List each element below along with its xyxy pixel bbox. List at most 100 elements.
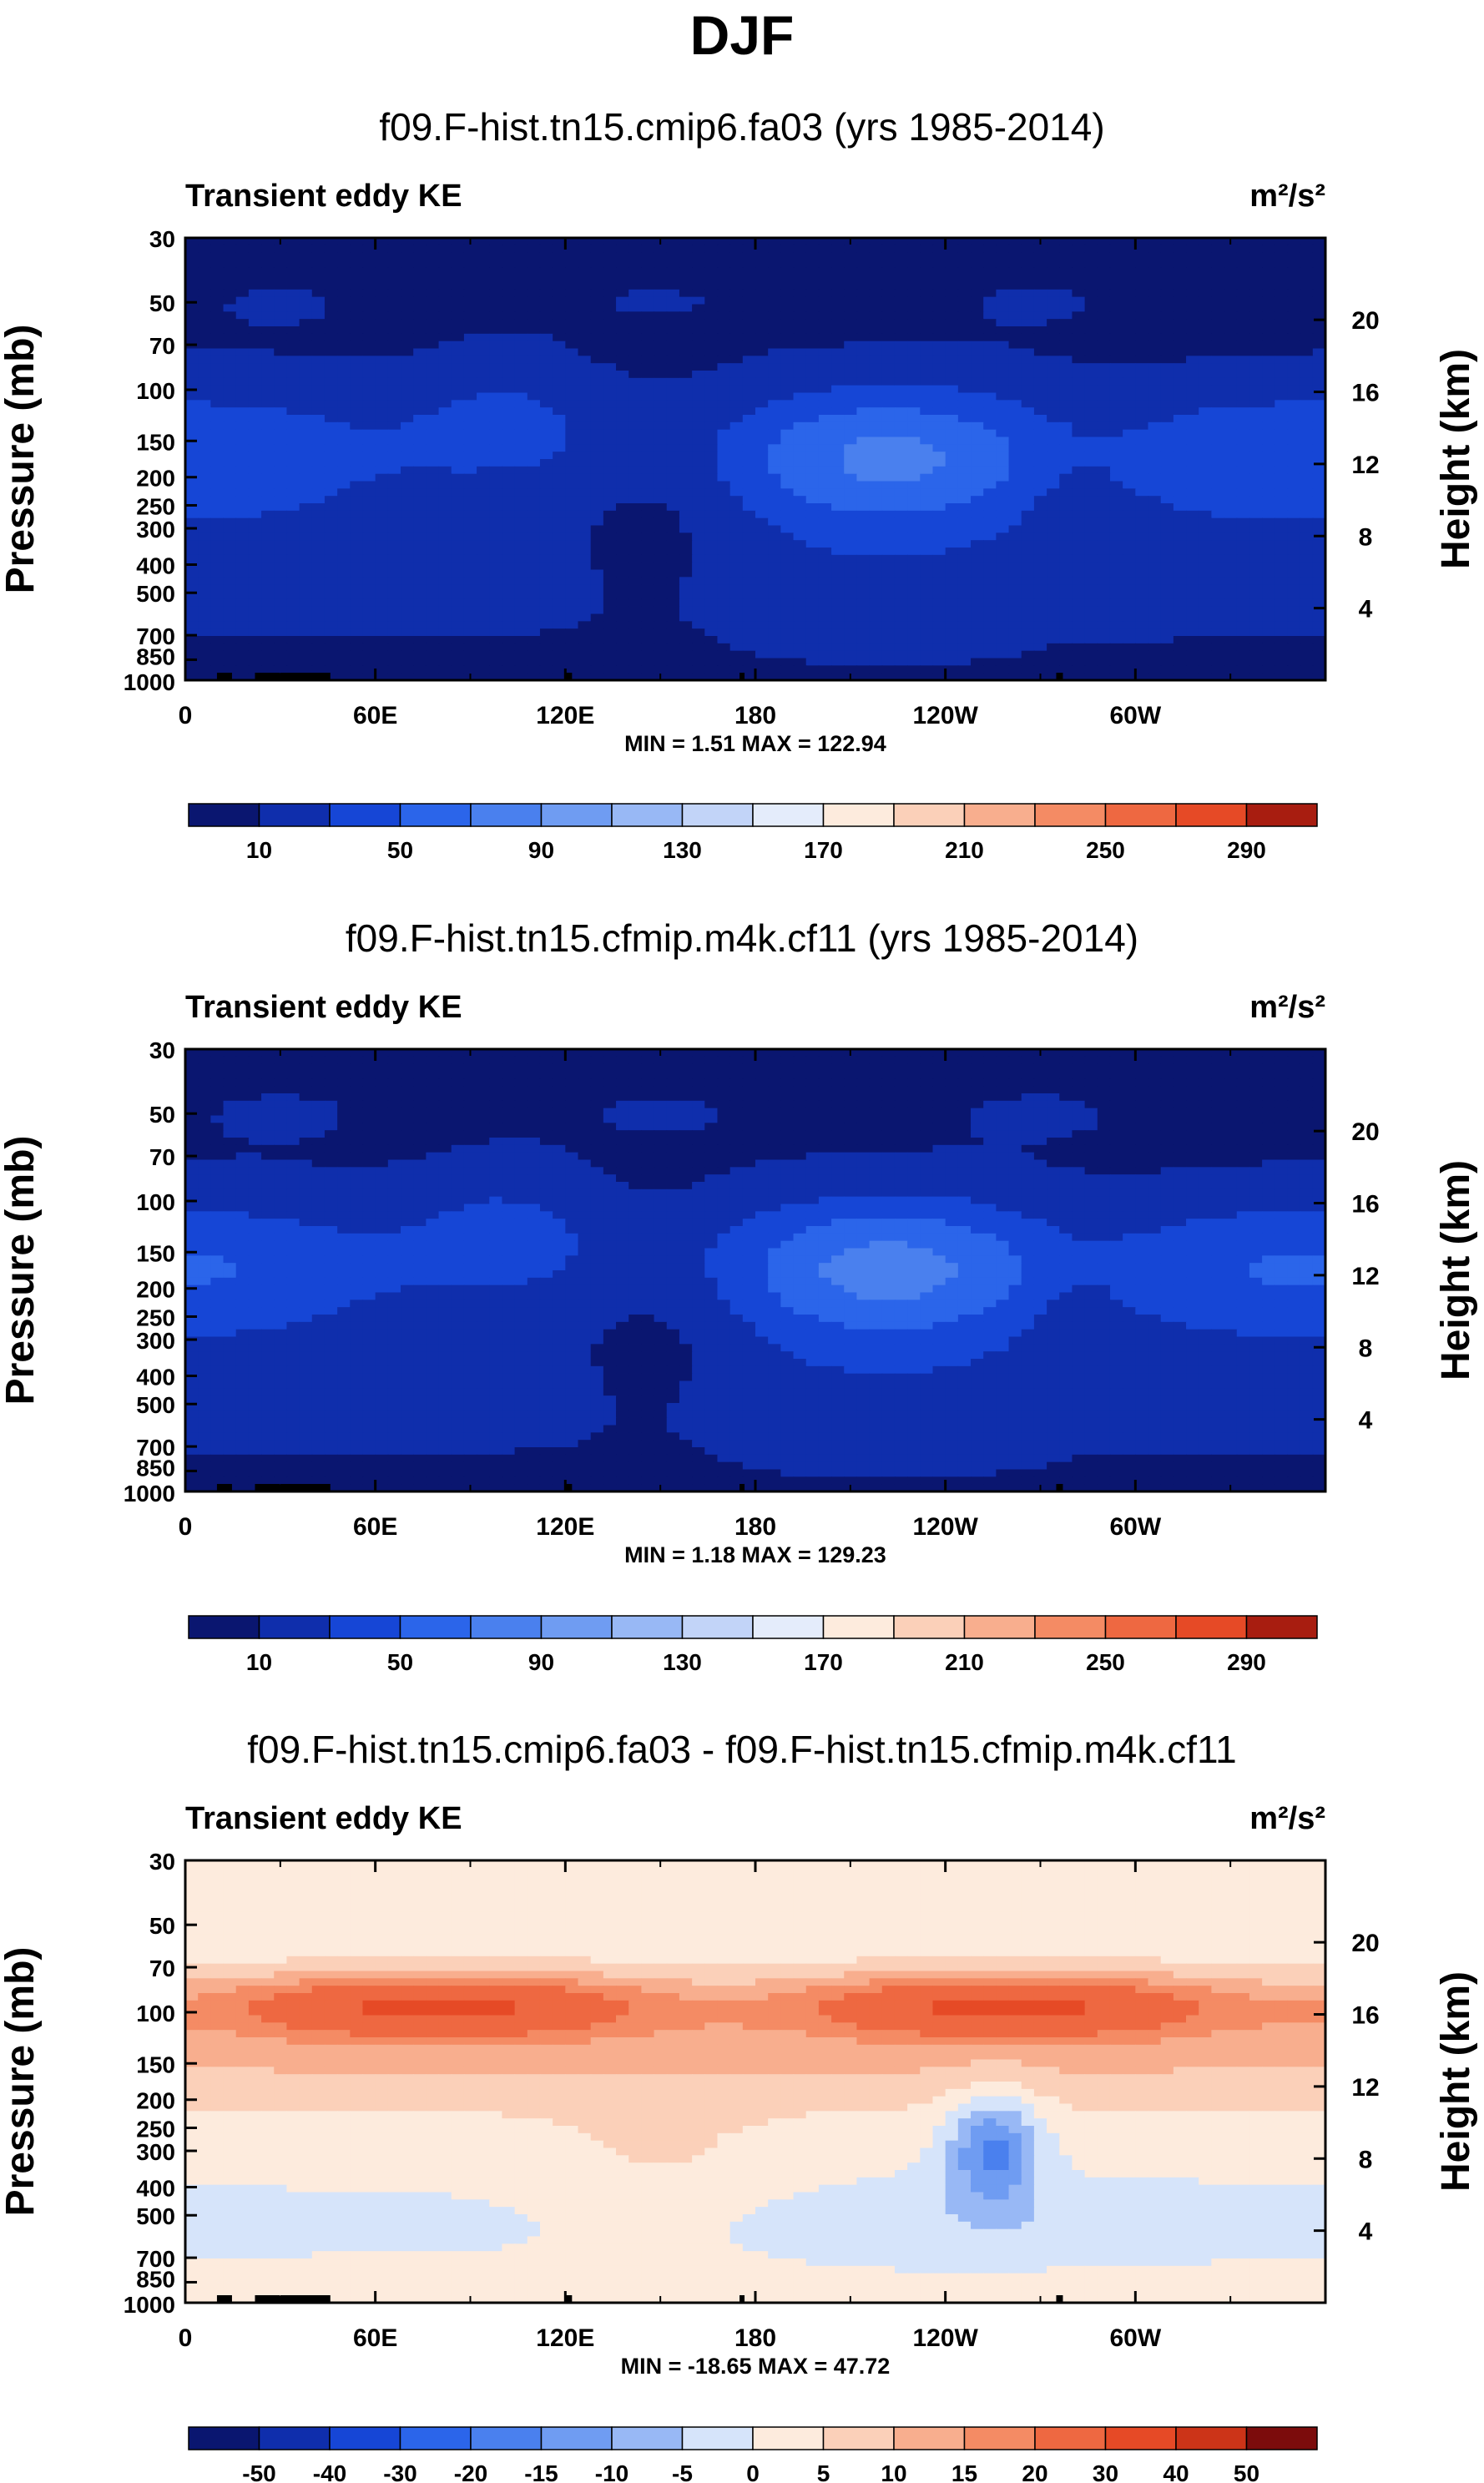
heatmap-cell [565, 363, 579, 371]
heatmap-cell [894, 363, 908, 371]
heatmap-cell [426, 296, 440, 305]
heatmap-cell [856, 304, 871, 312]
heatmap-cell [831, 437, 845, 445]
heatmap-cell [426, 333, 440, 342]
heatmap-cell [514, 496, 528, 504]
heatmap-cell [235, 569, 250, 578]
heatmap-cell [451, 577, 465, 585]
heatmap-cell [438, 532, 452, 541]
heatmap-cell [1072, 326, 1086, 335]
heatmap-cell [1186, 569, 1199, 578]
heatmap-cell [1135, 496, 1149, 504]
heatmap-cell [235, 356, 250, 364]
heatmap-cell [932, 517, 946, 527]
heatmap-cell [1021, 385, 1035, 394]
heatmap-cell [235, 636, 250, 644]
heatmap-cell [603, 363, 617, 371]
heatmap-cell [805, 577, 820, 585]
heatmap-cell [793, 488, 807, 497]
heatmap-cell [438, 400, 452, 408]
heatmap-cell [362, 510, 376, 519]
heatmap-cell [248, 592, 262, 600]
heatmap-cell [198, 356, 211, 364]
heatmap-cell [1047, 592, 1060, 600]
heatmap-cell [438, 421, 452, 431]
heatmap-cell [704, 517, 719, 527]
heatmap-cell [514, 452, 528, 460]
heatmap-cell [426, 613, 440, 622]
heatmap-cell [1300, 275, 1314, 283]
heatmap-cell [337, 377, 351, 386]
heatmap-cell [628, 510, 642, 519]
heatmap-cell [894, 459, 908, 467]
heatmap-cell [539, 562, 553, 571]
heatmap-cell [1186, 481, 1199, 489]
heatmap-cell [679, 503, 693, 512]
heatmap-cell [539, 371, 553, 379]
heatmap-cell [957, 245, 972, 254]
heatmap-cell [185, 245, 199, 254]
heatmap-cell [1033, 481, 1047, 489]
heatmap-cell [780, 621, 795, 629]
heatmap-cell [844, 392, 858, 401]
heatmap-cell [818, 562, 832, 571]
heatmap-cell [881, 525, 896, 533]
heatmap-cell [1059, 584, 1073, 593]
heatmap-cell [1033, 554, 1047, 563]
heatmap-cell [1199, 371, 1212, 379]
heatmap-cell [286, 252, 300, 261]
heatmap-cell [1072, 311, 1086, 320]
heatmap-cell [957, 569, 972, 578]
heatmap-cell [565, 348, 579, 356]
heatmap-cell [1186, 415, 1199, 423]
heatmap-cell [742, 598, 756, 608]
heatmap-cell [856, 289, 871, 298]
heatmap-cell [1312, 628, 1326, 637]
heatmap-cell [881, 452, 896, 460]
heatmap-cell [286, 628, 300, 637]
heatmap-cell [742, 363, 756, 371]
heatmap-cell [844, 275, 858, 283]
heatmap-cell [1236, 584, 1250, 593]
heatmap-cell [248, 548, 262, 556]
heatmap-cell [805, 377, 820, 386]
heatmap-cell [248, 503, 262, 512]
heatmap-cell [350, 267, 364, 275]
heatmap-cell [755, 628, 769, 637]
heatmap-cell [1275, 260, 1289, 268]
heatmap-cell [717, 289, 731, 298]
heatmap-cell [729, 371, 744, 379]
heatmap-cell [907, 252, 921, 261]
heatmap-cell [274, 592, 288, 600]
heatmap-cell [755, 267, 769, 275]
heatmap-cell [261, 562, 275, 571]
heatmap-cell [299, 510, 313, 519]
heatmap-cell [286, 282, 300, 290]
heatmap-cell [1236, 333, 1250, 342]
heatmap-cell [1224, 341, 1238, 350]
heatmap-cell [477, 415, 490, 423]
heatmap-cell [1199, 400, 1212, 408]
heatmap-cell [553, 282, 566, 290]
heatmap-cell [210, 598, 225, 608]
heatmap-cell [375, 621, 389, 629]
heatmap-cell [844, 598, 858, 608]
heatmap-cell [907, 636, 921, 644]
heatmap-cell [1047, 452, 1060, 460]
heatmap-cell [666, 452, 680, 460]
heatmap-cell [1262, 540, 1275, 548]
heatmap-cell [957, 503, 972, 512]
heatmap-cell [311, 636, 326, 644]
heatmap-cell [324, 311, 338, 320]
heatmap-cell [223, 628, 237, 637]
heatmap-cell [185, 407, 199, 416]
heatmap-cell [463, 289, 477, 298]
heatmap-cell [362, 348, 376, 356]
heatmap-cell [1173, 452, 1187, 460]
heatmap-cell [590, 584, 604, 593]
heatmap-cell [932, 356, 946, 364]
heatmap-cell [603, 481, 617, 489]
heatmap-cell [1008, 341, 1022, 350]
heatmap-cell [1160, 466, 1174, 475]
heatmap-cell [971, 606, 984, 615]
